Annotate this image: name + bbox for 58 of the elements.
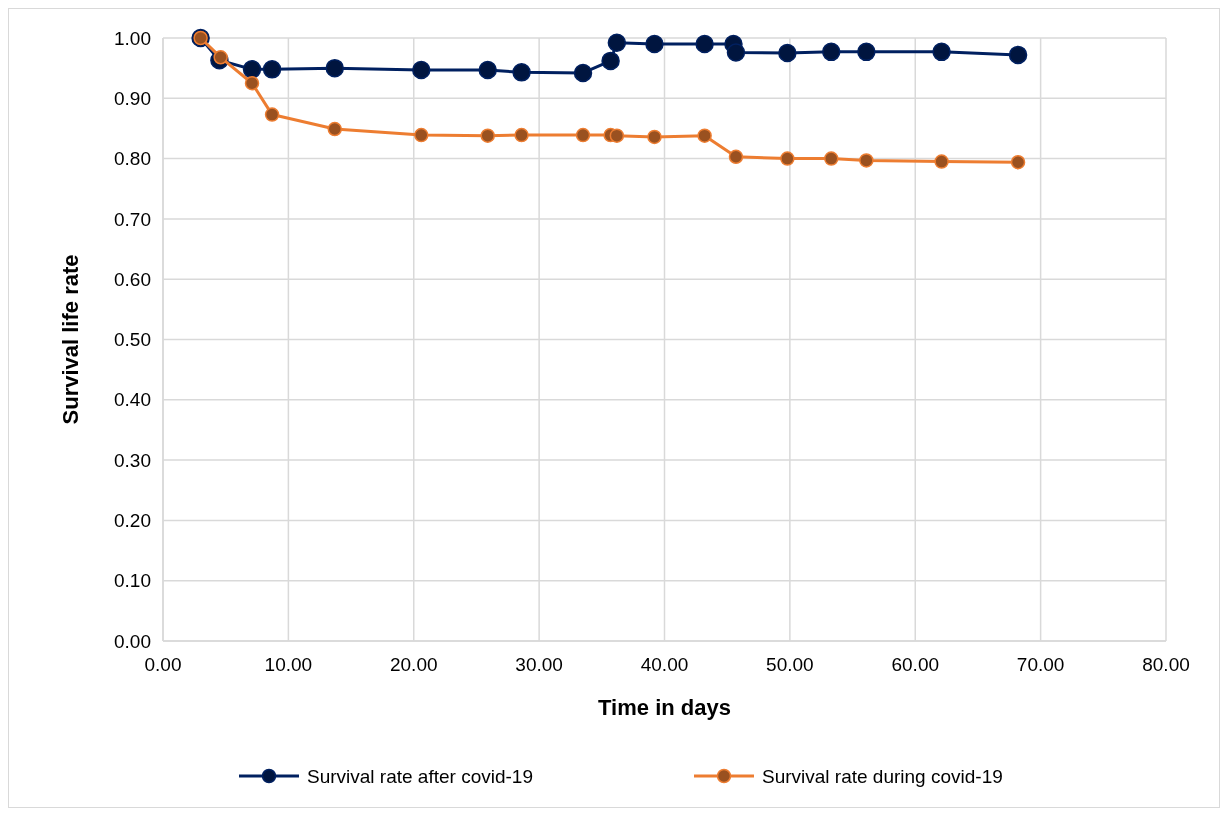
point bbox=[601, 51, 620, 71]
legend-label: Survival rate after covid-19 bbox=[307, 765, 533, 787]
point bbox=[264, 107, 280, 122]
point bbox=[262, 60, 282, 79]
x-tick-label: 40.00 bbox=[640, 654, 689, 675]
x-tick-label: 30.00 bbox=[515, 654, 563, 675]
point bbox=[327, 121, 343, 137]
point bbox=[697, 128, 712, 143]
point bbox=[778, 43, 797, 63]
point bbox=[609, 128, 625, 143]
point bbox=[325, 58, 345, 78]
point bbox=[478, 60, 497, 80]
y-tick-label: 0.90 bbox=[114, 87, 151, 109]
point bbox=[573, 63, 593, 83]
point bbox=[822, 42, 841, 62]
point bbox=[780, 151, 795, 166]
y-tick-label: 0.50 bbox=[114, 329, 151, 351]
point bbox=[242, 60, 262, 79]
y-tick-label: 0.30 bbox=[114, 449, 151, 471]
y-axis-title: Survival life rate bbox=[58, 254, 83, 425]
y-tick-label: 0.60 bbox=[114, 268, 151, 290]
x-tick-label: 70.00 bbox=[1016, 654, 1065, 675]
point bbox=[647, 129, 662, 145]
point bbox=[412, 60, 431, 80]
x-axis-title: Time in days bbox=[598, 695, 731, 720]
point bbox=[512, 63, 531, 82]
point bbox=[695, 34, 714, 54]
x-tick-label: 0.00 bbox=[144, 654, 182, 675]
point bbox=[728, 149, 744, 165]
x-tick-label: 50.00 bbox=[766, 654, 814, 675]
point bbox=[607, 33, 627, 53]
point bbox=[213, 50, 228, 65]
point bbox=[414, 127, 429, 143]
x-tick-label: 20.00 bbox=[389, 654, 438, 675]
point bbox=[932, 42, 951, 62]
x-tick-label: 80.00 bbox=[1142, 654, 1190, 675]
y-tick-label: 0.40 bbox=[114, 389, 151, 411]
y-tick-label: 0.00 bbox=[114, 630, 151, 652]
point bbox=[1008, 45, 1028, 65]
point bbox=[857, 42, 876, 62]
y-tick-label: 0.20 bbox=[114, 510, 151, 532]
point bbox=[244, 75, 260, 91]
point bbox=[824, 151, 839, 166]
point bbox=[480, 128, 495, 143]
point bbox=[859, 153, 874, 168]
point bbox=[575, 127, 591, 143]
legend-label: Survival rate during covid-19 bbox=[762, 765, 1003, 787]
y-tick-label: 0.80 bbox=[114, 148, 151, 170]
point bbox=[934, 154, 949, 169]
x-tick-label: 60.00 bbox=[891, 654, 940, 675]
point bbox=[645, 34, 664, 54]
point bbox=[1010, 154, 1026, 170]
y-tick-label: 0.70 bbox=[114, 208, 151, 230]
point bbox=[514, 127, 529, 143]
x-tick-label: 10.00 bbox=[264, 654, 313, 675]
point bbox=[726, 43, 746, 62]
y-tick-label: 1.00 bbox=[114, 27, 151, 49]
y-tick-label: 0.10 bbox=[114, 570, 151, 592]
